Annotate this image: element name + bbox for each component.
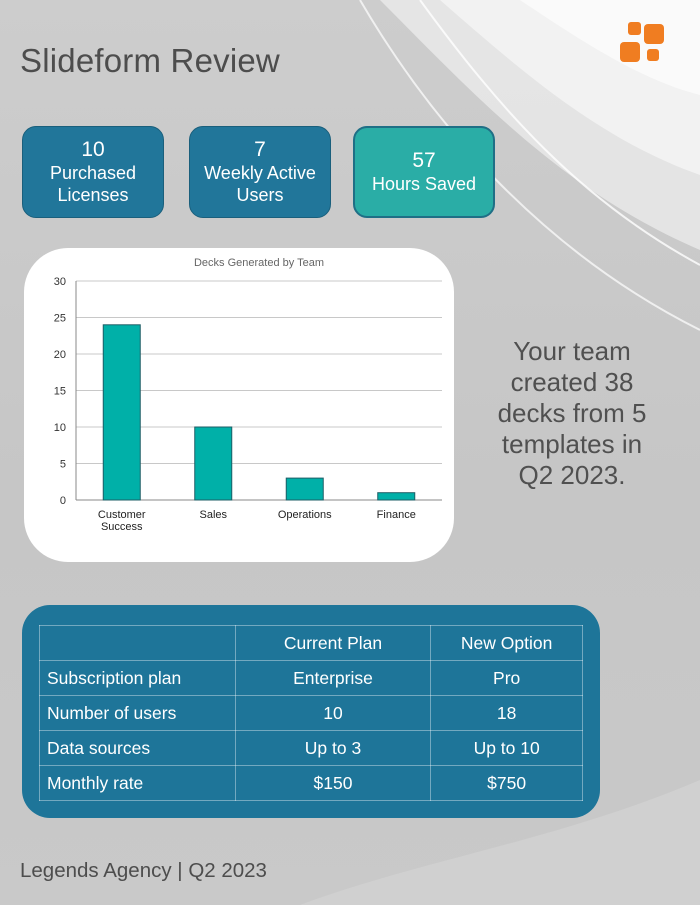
table-row: Number of users 10 18: [39, 695, 583, 731]
footer-text: Legends Agency | Q2 2023: [20, 859, 267, 882]
table-header-cell: [39, 625, 236, 661]
table-cell: $150: [234, 765, 432, 801]
stat-card-weekly-active-users: 7 Weekly Active Users: [189, 126, 331, 218]
y-tick-label: 10: [54, 422, 66, 434]
y-tick-label: 25: [54, 313, 66, 325]
stat-value: 7: [254, 138, 266, 161]
stat-label: Purchased Licenses: [49, 163, 137, 205]
table-header-row: Current Plan New Option: [39, 625, 583, 661]
stat-label: Hours Saved: [371, 174, 477, 194]
y-tick-label: 20: [54, 349, 66, 361]
y-tick-label: 5: [60, 459, 66, 471]
x-tick-label: Finance: [377, 509, 416, 521]
chart-card: Decks Generated by Team 0 5 10 15 20 25 30 Custo…: [24, 248, 454, 562]
x-tick-label: Sales: [199, 509, 227, 521]
chart-bar: [285, 477, 324, 501]
x-tick-label: Customer: [98, 509, 146, 521]
chart-bar: [102, 324, 141, 501]
x-tick-label: Operations: [278, 509, 332, 521]
y-tick-label: 15: [54, 386, 66, 398]
table-cell: Number of users: [39, 695, 236, 731]
table-cell: Subscription plan: [39, 660, 236, 696]
decks-bar-chart: Decks Generated by Team 0 5 10 15 20 25 30 Custo…: [54, 257, 442, 533]
plan-comparison-card: Current Plan New Option Subscription pla…: [22, 605, 600, 818]
summary-text: Your team created 38 decks from 5 templa…: [497, 336, 647, 490]
table-header-cell: Current Plan: [234, 625, 432, 661]
orange-squares-logo-icon: [620, 22, 664, 62]
y-tick-label: 0: [60, 495, 66, 507]
stat-card-purchased-licenses: 10 Purchased Licenses: [22, 126, 164, 218]
stat-label: Weekly Active Users: [204, 163, 316, 205]
stat-value: 10: [81, 138, 105, 161]
chart-bar: [377, 492, 416, 501]
table-cell: $750: [430, 765, 583, 801]
table-row: Subscription plan Enterprise Pro: [39, 660, 583, 696]
chart-title: Decks Generated by Team: [194, 257, 324, 269]
table-row: Monthly rate $150 $750: [39, 765, 583, 801]
table-cell: 10: [234, 695, 432, 731]
plan-comparison-table: Current Plan New Option Subscription pla…: [39, 625, 583, 801]
table-cell: Pro: [430, 660, 583, 696]
chart-bar: [194, 426, 233, 501]
stat-card-hours-saved: 57 Hours Saved: [353, 126, 495, 218]
table-header-cell: New Option: [430, 625, 583, 661]
table-cell: Up to 3: [234, 730, 432, 766]
stat-value: 57: [412, 149, 436, 172]
x-tick-label: Success: [101, 521, 143, 533]
page-title: Slideform Review: [20, 42, 280, 79]
table-cell: Up to 10: [430, 730, 583, 766]
table-cell: Monthly rate: [39, 765, 236, 801]
table-row: Data sources Up to 3 Up to 10: [39, 730, 583, 766]
table-cell: Enterprise: [234, 660, 432, 696]
y-tick-label: 30: [54, 276, 66, 288]
table-cell: Data sources: [39, 730, 236, 766]
table-cell: 18: [430, 695, 583, 731]
